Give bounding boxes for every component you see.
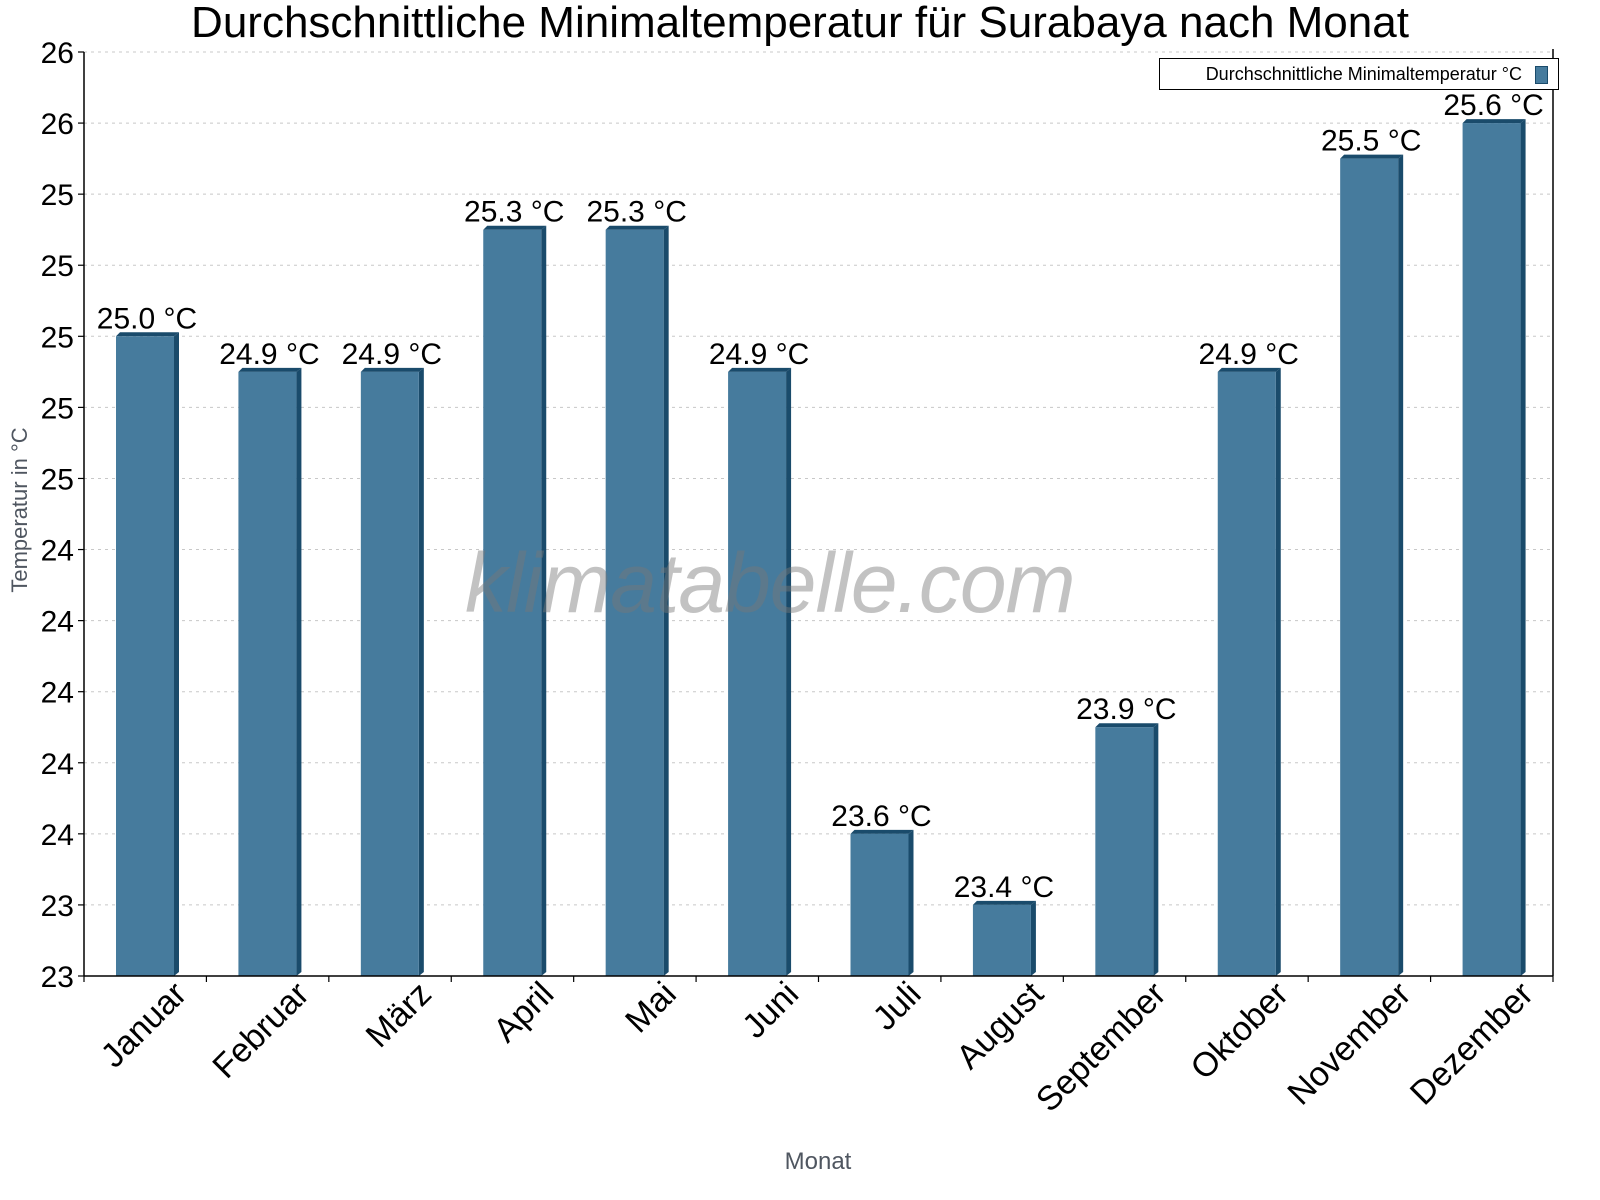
y-tick-label: 26 — [41, 108, 74, 141]
axes — [83, 49, 1554, 977]
x-tick-label: Juli — [866, 975, 929, 1038]
x-axis-ticks: Januar Februar März April Mai Juni Juli AugustS… — [83, 974, 1554, 1119]
bar — [1340, 154, 1404, 977]
x-tick-label: Januar — [94, 975, 194, 1075]
data-label: 24.9 °C — [219, 338, 319, 371]
data-label: 25.0 °C — [97, 302, 197, 335]
y-tick-label: 24 — [41, 748, 74, 781]
y-tick-label: 25 — [41, 250, 74, 283]
x-axis-label: Monat — [784, 1148, 852, 1175]
bar — [728, 367, 792, 976]
data-label: 25.3 °C — [464, 196, 564, 229]
y-tick-label: 24 — [41, 606, 74, 639]
data-label: 24.9 °C — [1199, 338, 1299, 371]
y-axis-ticks: 26 26 25 25 25 25 25 24 24 24 24 24 23 23 — [41, 37, 84, 994]
bar — [1462, 119, 1526, 977]
x-tick-label: Februar — [205, 975, 316, 1086]
x-tick-label: Oktober — [1183, 975, 1295, 1087]
chart-title: Durchschnittliche Minimaltemperatur für … — [191, 0, 1409, 47]
y-tick-label: 24 — [41, 535, 74, 568]
bar — [972, 900, 1036, 976]
y-tick-label: 24 — [41, 677, 74, 710]
bar — [483, 225, 547, 976]
bar — [116, 332, 179, 976]
data-labels: 25.0 °C 24.9 °C 24.9 °C 25.3 °C 25.3 °C 24.9 … — [97, 89, 1544, 904]
y-tick-label: 24 — [41, 819, 74, 852]
legend-swatch-icon — [1535, 66, 1548, 84]
data-label: 25.3 °C — [586, 196, 686, 229]
data-label: 23.9 °C — [1076, 693, 1176, 726]
x-tick-label: Mai — [618, 975, 684, 1041]
bar — [850, 829, 914, 976]
y-tick-label: 25 — [41, 321, 74, 354]
x-tick-label: Dezember — [1403, 975, 1541, 1113]
bar — [1095, 723, 1159, 976]
y-axis-label: Temperatur in °C — [7, 427, 32, 593]
x-tick-label: August — [949, 974, 1051, 1076]
data-label: 24.9 °C — [342, 338, 442, 371]
x-tick-label: März — [359, 975, 439, 1055]
y-tick-label: 26 — [41, 37, 74, 70]
bar-series — [116, 119, 1526, 977]
y-tick-label: 23 — [41, 961, 74, 994]
y-tick-label: 23 — [41, 890, 74, 923]
watermark: klimatabelle.com — [465, 536, 1076, 630]
data-label: 23.4 °C — [954, 871, 1054, 904]
x-tick-label: November — [1280, 975, 1418, 1113]
data-label: 24.9 °C — [709, 338, 809, 371]
x-tick-label: April — [486, 975, 561, 1050]
bar — [238, 367, 302, 976]
x-tick-label: Juni — [735, 975, 806, 1046]
y-tick-label: 25 — [41, 392, 74, 425]
bar — [1217, 367, 1281, 976]
gridlines — [84, 51, 1553, 906]
bar — [605, 225, 669, 976]
y-tick-label: 25 — [41, 179, 74, 212]
y-tick-label: 25 — [41, 463, 74, 496]
bar — [360, 367, 424, 976]
data-label: 25.6 °C — [1443, 89, 1543, 122]
legend-label: Durchschnittliche Minimaltemperatur °C — [1205, 64, 1522, 84]
legend: Durchschnittliche Minimaltemperatur °C — [1159, 58, 1559, 90]
data-label: 25.5 °C — [1321, 125, 1421, 158]
data-label: 23.6 °C — [831, 800, 931, 833]
x-tick-label: September — [1029, 975, 1173, 1119]
